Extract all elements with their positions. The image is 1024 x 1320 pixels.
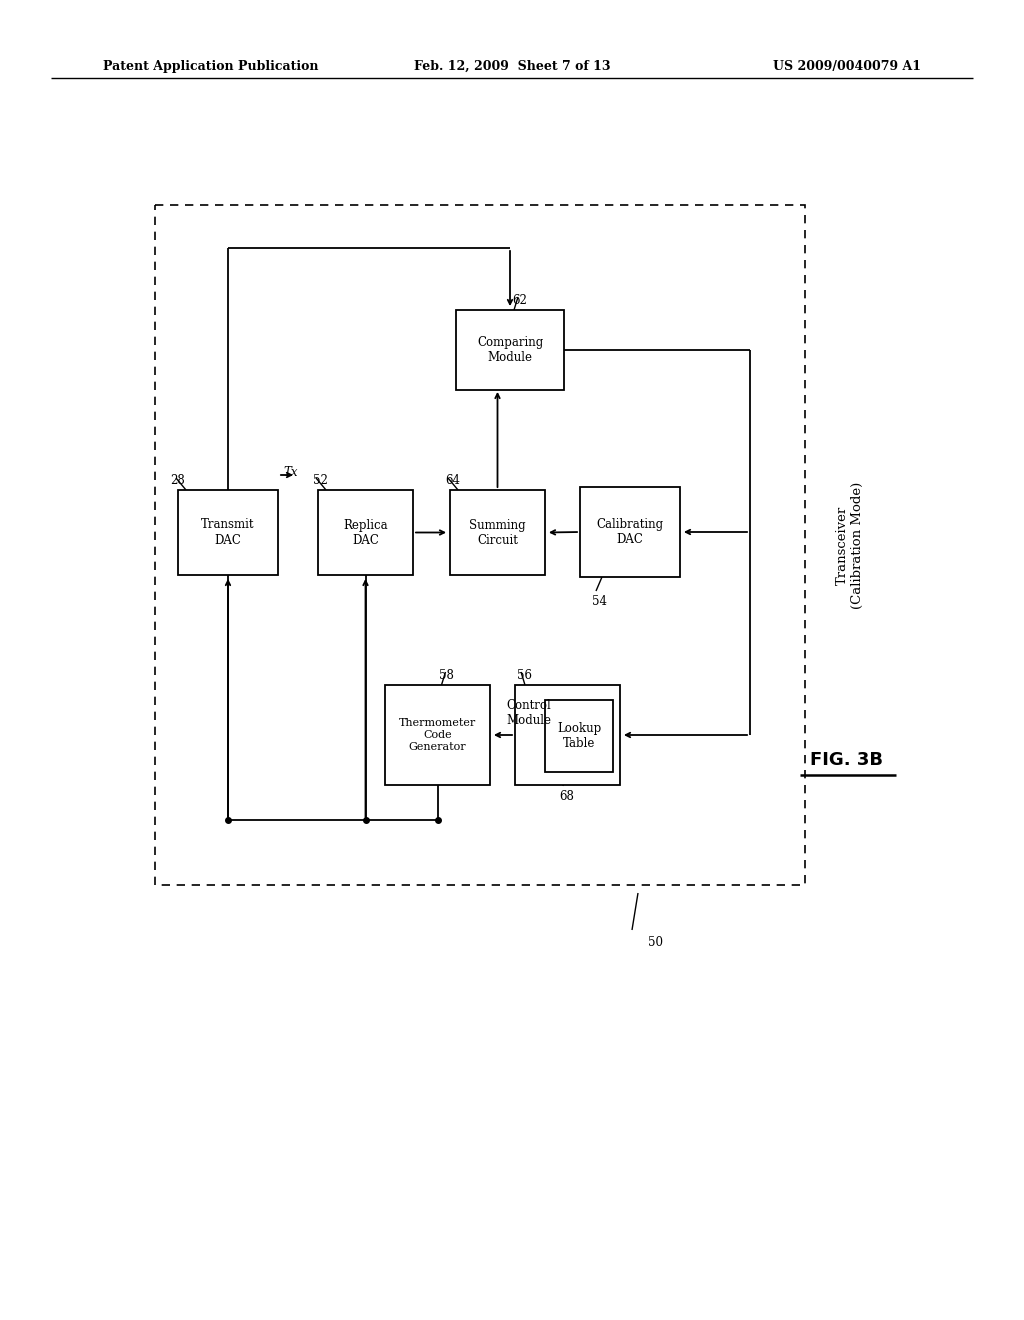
Text: Feb. 12, 2009  Sheet 7 of 13: Feb. 12, 2009 Sheet 7 of 13 — [414, 59, 610, 73]
Text: Tx: Tx — [283, 466, 298, 479]
Text: Lookup
Table: Lookup Table — [557, 722, 601, 750]
Text: 56: 56 — [517, 669, 532, 682]
Text: Patent Application Publication: Patent Application Publication — [103, 59, 318, 73]
Bar — [545, 700, 613, 772]
Text: Replica
DAC: Replica DAC — [343, 519, 388, 546]
Bar — [178, 490, 278, 576]
Text: Calibrating
DAC: Calibrating DAC — [596, 517, 664, 546]
Text: 50: 50 — [648, 936, 663, 949]
Text: 54: 54 — [592, 595, 607, 609]
Bar — [385, 685, 490, 785]
Text: Comparing
Module: Comparing Module — [477, 337, 543, 364]
Text: FIG. 3B: FIG. 3B — [811, 751, 884, 770]
Text: 62: 62 — [512, 294, 527, 308]
Bar — [515, 685, 620, 785]
Text: 58: 58 — [439, 669, 455, 682]
Text: 28: 28 — [170, 474, 184, 487]
Bar — [318, 490, 413, 576]
Bar — [155, 205, 805, 884]
Bar — [450, 490, 545, 576]
Text: Transmit
DAC: Transmit DAC — [202, 519, 255, 546]
Text: 64: 64 — [445, 474, 460, 487]
Text: 52: 52 — [313, 474, 328, 487]
Text: Transceiver
(Calibration Mode): Transceiver (Calibration Mode) — [836, 482, 864, 609]
Text: Thermometer
Code
Generator: Thermometer Code Generator — [399, 718, 476, 751]
Text: US 2009/0040079 A1: US 2009/0040079 A1 — [773, 59, 921, 73]
Text: Control
Module: Control Module — [507, 700, 552, 727]
Text: 68: 68 — [559, 789, 573, 803]
Bar — [456, 310, 564, 389]
Text: Summing
Circuit: Summing Circuit — [469, 519, 525, 546]
Bar — [580, 487, 680, 577]
